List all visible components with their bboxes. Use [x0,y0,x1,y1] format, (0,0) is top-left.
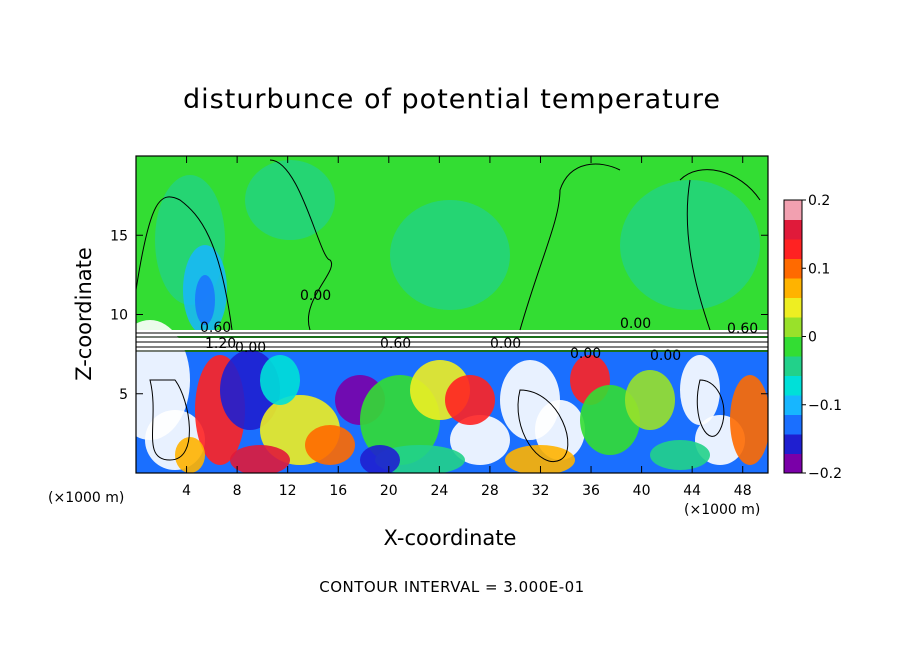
field-blob [230,445,290,473]
field-blob [360,445,400,473]
x-tick-label: 48 [734,483,752,499]
colorbar-swatch [784,239,802,259]
x-tick-label: 24 [430,483,448,499]
x-tick-label: 44 [683,483,701,499]
contour-label: 0.60 [200,320,231,336]
field-patch [245,160,335,240]
contour-label: 0.00 [650,348,681,364]
y-axis-label: Z-coordinate [72,247,96,381]
contour-line [136,196,233,331]
contour-label: 1.20 [205,336,236,352]
field-blob [730,375,768,465]
contour-label: 0.60 [380,336,411,352]
colorbar-swatch [784,434,802,454]
colorbar-swatch [784,414,802,435]
colorbar-tick-label: −0.2 [808,466,842,482]
x-tick-label: 32 [532,483,550,499]
x-tick-label: 4 [182,483,191,499]
colorbar-swatch [784,200,802,220]
x-unit-label-left: (×1000 m) [48,490,125,506]
contour-line [517,389,569,463]
contour-label: 0.00 [570,346,601,362]
colorbar-swatch [784,453,802,474]
x-tick-label: 40 [633,483,651,499]
x-tick-label: 20 [380,483,398,499]
field-blob [580,385,640,455]
colorbar-tick-label: 0 [808,330,817,346]
contour-label: 0.00 [235,340,266,356]
field-blob [680,355,720,425]
y-tick-label: 15 [110,228,128,244]
y-tick-label: 5 [119,387,128,403]
field-blob [625,370,675,430]
x-unit-label-right: (×1000 m) [684,502,761,518]
y-tick-label: 10 [110,308,128,324]
field-plume-core [195,275,215,325]
x-axis-label: X-coordinate [383,526,517,550]
colorbar-swatch [784,258,802,279]
colorbar-swatch [784,356,802,376]
contour-line [269,159,333,331]
x-tick-label: 36 [582,483,600,499]
x-tick-label: 28 [481,483,499,499]
x-tick-label: 12 [279,483,297,499]
field-patch [390,200,510,310]
contour-line [519,163,621,331]
contour-line [679,169,761,201]
contour-line [686,179,711,331]
colorbar-tick-label: −0.1 [808,398,842,414]
colorbar-tick-label: 0.1 [808,261,830,277]
colorbar-tick-label: 0.2 [808,193,830,209]
colorbar-swatch [784,395,802,415]
field-blob [305,425,355,465]
colorbar-swatch [784,317,802,337]
colorbar-swatch [784,219,802,240]
field-patch [620,180,760,310]
contour-label: 0.60 [727,321,758,337]
contour-label: 0.00 [620,316,651,332]
colorbar-swatch [784,278,802,298]
contour-line [149,379,190,461]
field-blob [535,400,585,460]
x-tick-label: 8 [233,483,242,499]
colorbar-swatch [784,297,802,318]
contour-label: 0.00 [300,288,331,304]
field-blob [505,445,575,473]
colorbar-swatch [784,336,802,357]
field-blob [445,375,495,425]
field-blob [175,437,205,473]
field-blob [260,355,300,405]
x-tick-label: 16 [329,483,347,499]
contour-label: 0.00 [490,336,521,352]
field-blob [650,440,710,470]
colorbar-swatch [784,375,802,396]
field-blob [450,415,510,465]
contour-line [696,379,725,437]
contour-interval-note: CONTOUR INTERVAL = 3.000E-01 [319,578,585,596]
chart-title: disturbunce of potential temperature [183,84,721,115]
